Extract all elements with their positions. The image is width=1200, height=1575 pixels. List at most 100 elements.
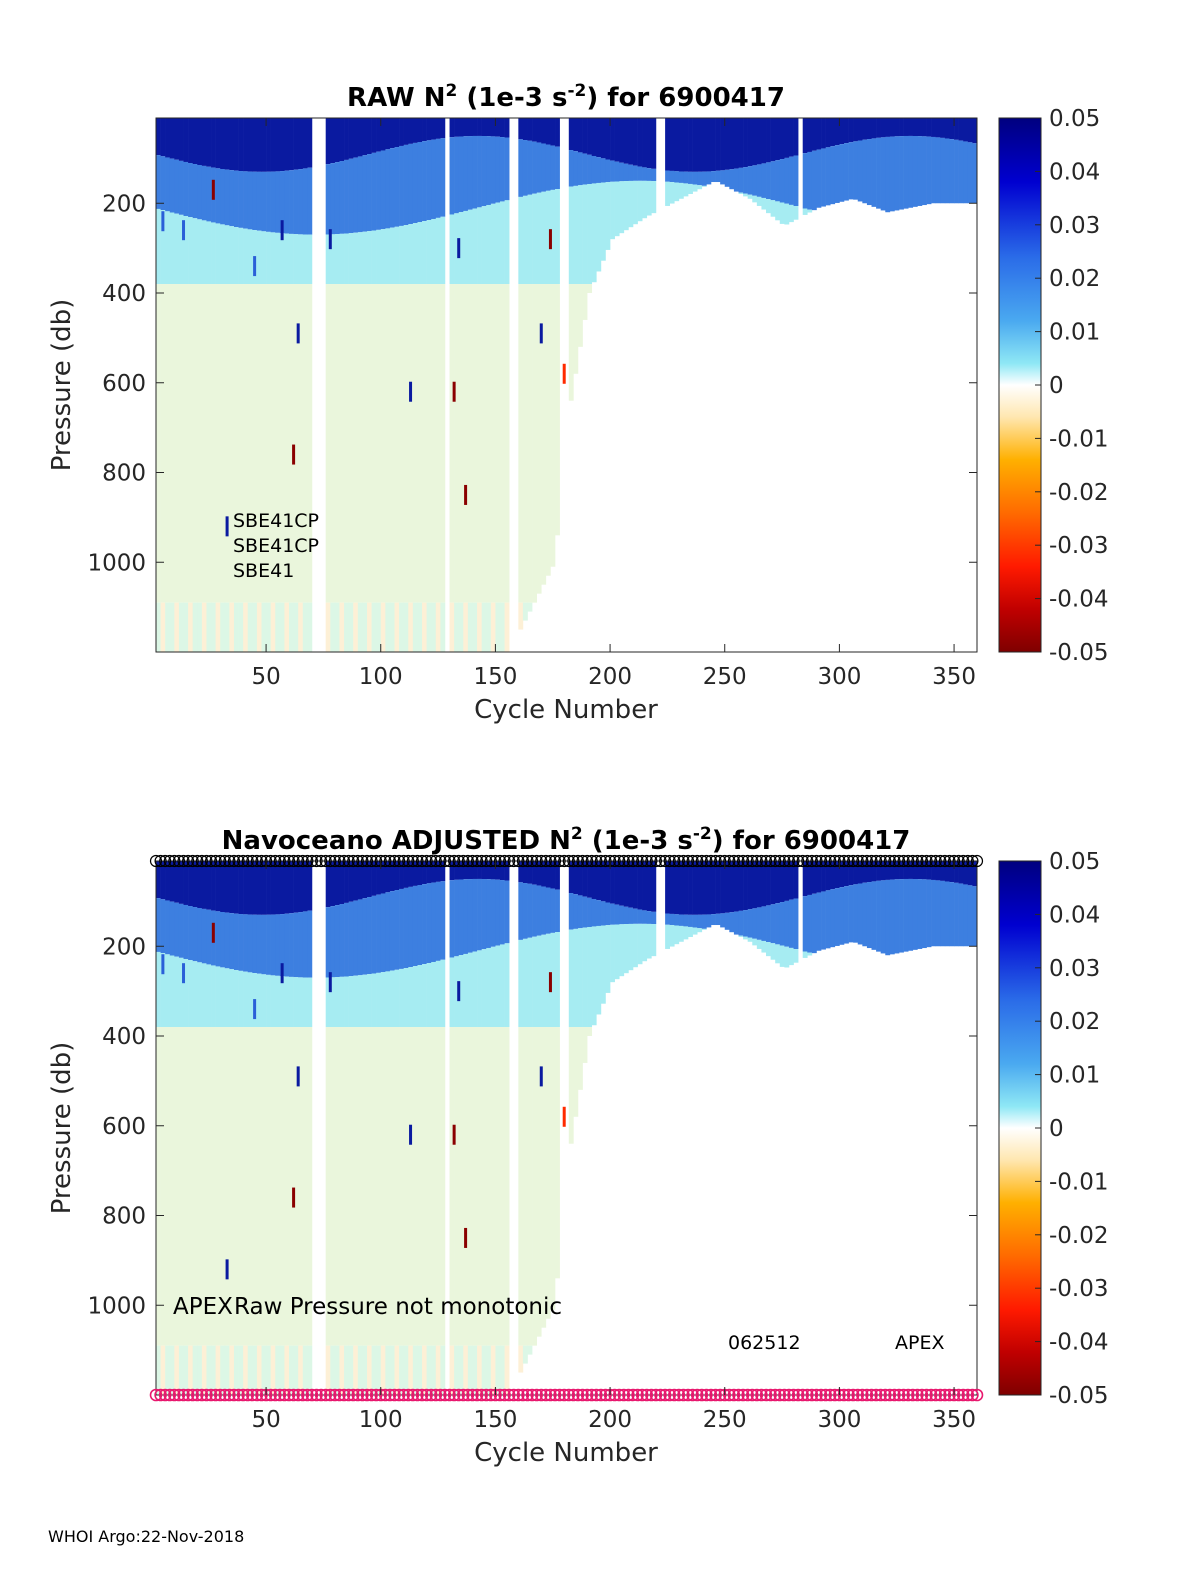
heatmap-cell xyxy=(330,118,336,164)
heatmap-cell xyxy=(633,923,638,968)
heatmap-cell xyxy=(568,284,574,401)
heatmap-cell xyxy=(160,156,166,211)
heatmap-cell xyxy=(270,914,276,976)
heatmap-cell xyxy=(605,861,611,903)
heatmap-cell xyxy=(821,861,826,892)
heatmap-cell xyxy=(481,1345,487,1395)
qc-flag-marker xyxy=(709,1388,722,1402)
heatmap-cell xyxy=(417,222,423,285)
heatmap-cell xyxy=(729,169,735,190)
heatmap-cell xyxy=(619,861,625,906)
heatmap-cell xyxy=(605,925,611,993)
heatmap-cell xyxy=(568,150,574,187)
heatmap-cell xyxy=(238,227,244,285)
heatmap-cell xyxy=(972,143,978,204)
heatmap-cell xyxy=(775,118,781,161)
qc-flag-marker xyxy=(888,1388,901,1402)
profile-marker xyxy=(736,854,750,868)
profile-marker xyxy=(379,854,392,868)
heatmap-cell xyxy=(788,156,794,205)
qc-flag-marker xyxy=(727,1388,741,1402)
heatmap-cell xyxy=(495,284,501,603)
heatmap-cell xyxy=(174,861,180,903)
heatmap-cell xyxy=(408,861,414,887)
heatmap-cell xyxy=(490,602,496,652)
heatmap-cell xyxy=(188,960,193,1028)
heatmap-plot-area xyxy=(156,861,978,1395)
heatmap-cell xyxy=(302,284,308,603)
profile-marker xyxy=(457,854,470,868)
qc-flag-marker xyxy=(328,1388,342,1402)
heatmap-cell xyxy=(233,913,239,971)
profile-marker xyxy=(154,854,167,868)
heatmap-cell xyxy=(376,602,382,652)
heatmap-cell xyxy=(499,284,505,603)
qc-flag-marker xyxy=(599,1388,612,1402)
heatmap-cell xyxy=(279,171,285,234)
qc-flag-marker xyxy=(814,1388,828,1402)
heatmap-cell xyxy=(651,861,657,912)
heatmap-cell xyxy=(926,861,932,880)
heatmap-cell xyxy=(371,973,377,1028)
heatmap-cell xyxy=(880,880,886,954)
heatmap-cell xyxy=(206,118,212,167)
heatmap-cell xyxy=(697,861,703,915)
profile-marker xyxy=(493,854,507,868)
heatmap-cell xyxy=(197,861,203,908)
heatmap-cell xyxy=(178,957,184,1028)
heatmap-cell xyxy=(229,170,235,227)
heatmap-cell xyxy=(522,195,528,285)
profile-marker xyxy=(218,854,231,868)
heatmap-cell xyxy=(486,204,492,285)
heatmap-cell xyxy=(247,861,253,915)
heatmap-cell xyxy=(545,284,551,576)
outlier-mark xyxy=(539,323,543,344)
profile-marker xyxy=(195,854,208,868)
profile-marker xyxy=(824,854,837,868)
heatmap-cell xyxy=(839,887,845,945)
heatmap-cell xyxy=(706,914,712,928)
heatmap-cell xyxy=(229,969,235,1028)
y-axis-label: Pressure (db) xyxy=(47,299,77,472)
heatmap-cell xyxy=(348,976,354,1028)
qc-flag-marker xyxy=(654,1388,667,1402)
heatmap-cell xyxy=(568,929,574,1028)
heatmap-cell xyxy=(692,861,698,915)
y-axis-label: Pressure (db) xyxy=(47,1042,77,1215)
heatmap-cell xyxy=(940,861,946,881)
heatmap-cell xyxy=(201,908,207,964)
qc-flag-marker xyxy=(360,1388,374,1402)
heatmap-cell xyxy=(247,1027,253,1346)
outlier-mark xyxy=(409,381,413,402)
qc-flag-marker xyxy=(915,1388,929,1402)
heatmap-cell xyxy=(440,959,446,1028)
heatmap-cell xyxy=(422,602,427,652)
heatmap-cell xyxy=(738,861,744,911)
heatmap-cell xyxy=(252,118,258,172)
qc-flag-marker xyxy=(791,1388,805,1402)
heatmap-cell xyxy=(481,949,487,1028)
heatmap-cell xyxy=(178,602,184,652)
heatmap-cell xyxy=(600,182,606,261)
heatmap-cell xyxy=(866,882,872,949)
qc-flag-marker xyxy=(434,1388,447,1402)
heatmap-cell xyxy=(256,284,262,603)
heatmap-cell xyxy=(215,966,221,1028)
qc-flag-marker xyxy=(736,1388,750,1402)
outlier-mark xyxy=(562,363,566,384)
axes-box xyxy=(155,860,978,1396)
heatmap-cell xyxy=(683,914,689,927)
heatmap-cell xyxy=(174,118,180,160)
heatmap-cell xyxy=(550,284,556,567)
profile-marker xyxy=(172,854,186,868)
heatmap-cell xyxy=(701,118,707,172)
qc-flag-marker xyxy=(310,1388,323,1402)
heatmap-cell xyxy=(197,164,203,220)
heatmap-cell xyxy=(518,861,524,883)
heatmap-cell xyxy=(577,118,583,153)
heatmap-cell xyxy=(238,861,244,915)
heatmap-cell xyxy=(169,118,175,159)
heatmap-cell xyxy=(788,118,794,157)
heatmap-cell xyxy=(568,1027,574,1144)
heatmap-cell xyxy=(477,135,482,208)
